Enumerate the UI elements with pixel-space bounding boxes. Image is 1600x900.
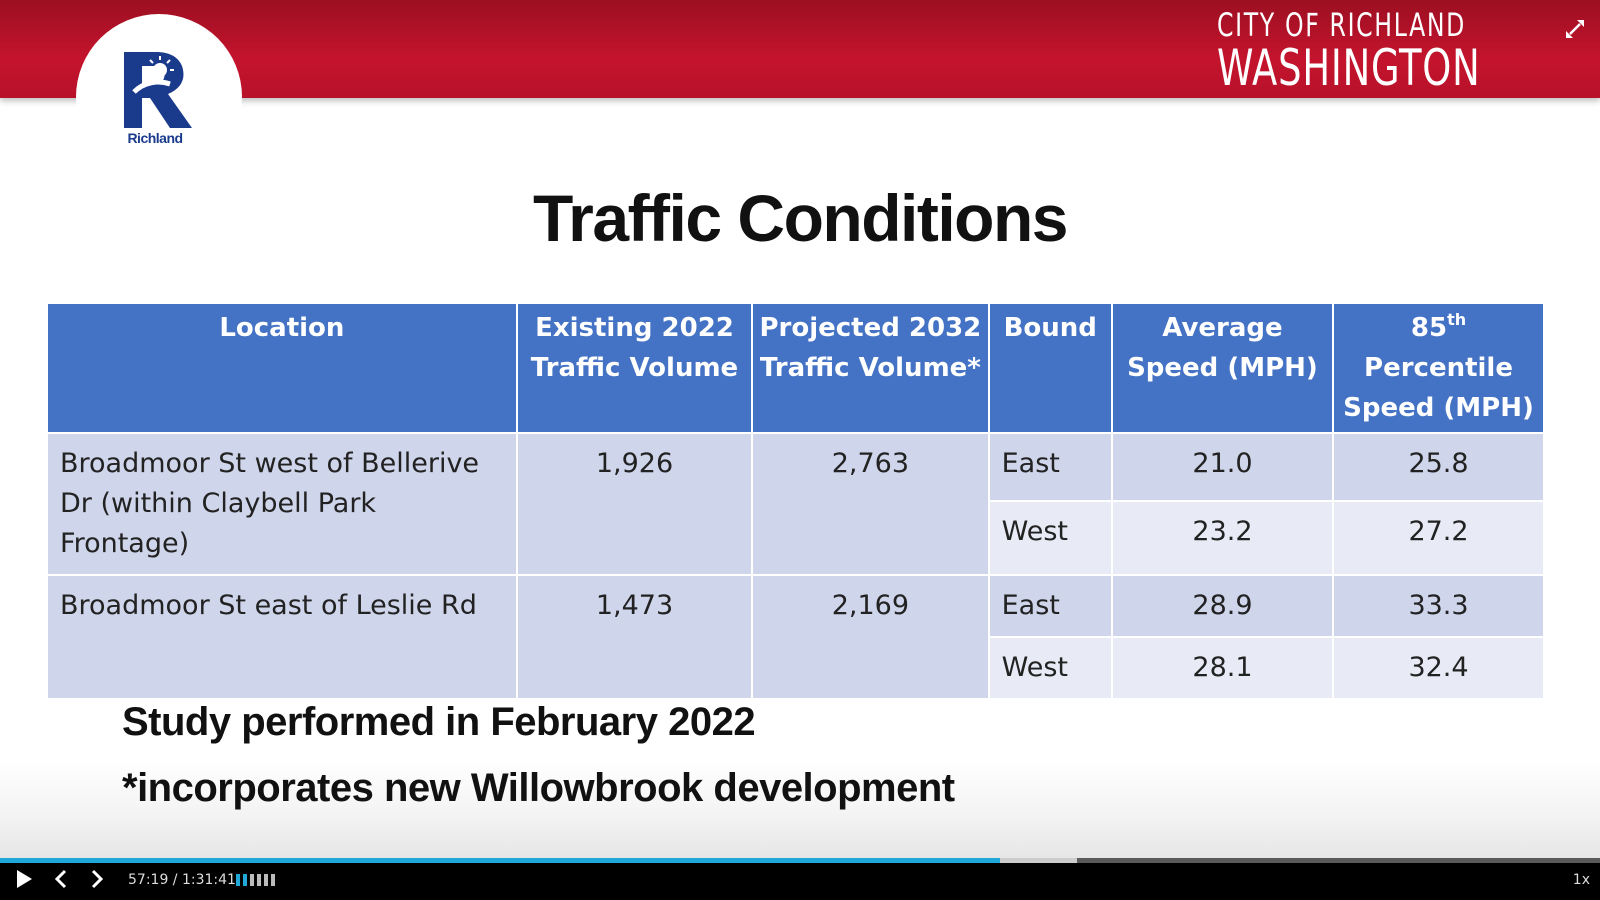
city-name-line2: WASHINGTON bbox=[1216, 39, 1481, 97]
average-speed-cell: 23.2 bbox=[1110, 499, 1335, 577]
p85-speed-cell: 32.4 bbox=[1332, 636, 1545, 700]
average-speed-cell: 21.0 bbox=[1110, 432, 1335, 502]
volume-icon[interactable] bbox=[236, 873, 282, 887]
table-row: West 28.1 32.4 bbox=[47, 636, 1545, 700]
richland-r-logo-icon bbox=[124, 52, 192, 128]
footnote: *incorporates new Willowbrook developmen… bbox=[122, 766, 955, 810]
table-row: Broadmoor St east of Leslie Rd 1,473 2,1… bbox=[46, 574, 1545, 700]
average-speed-cell: 28.1 bbox=[1110, 636, 1335, 700]
city-name: CITY OF RICHLAND WASHINGTON bbox=[1217, 8, 1538, 94]
slide: CITY OF RICHLAND WASHINGTON Richland Tra… bbox=[0, 0, 1600, 858]
bound-cell: East bbox=[987, 574, 1113, 638]
location-cell: Broadmoor St west of Bellerive Dr (withi… bbox=[46, 432, 518, 576]
header-projected-volume: Projected 2032 Traffic Volume* bbox=[751, 302, 990, 434]
location-cell: Broadmoor St east of Leslie Rd bbox=[46, 574, 518, 700]
playback-time: 57:19 / 1:31:41 bbox=[128, 872, 236, 888]
bound-cell: West bbox=[987, 499, 1113, 577]
header-existing-volume: Existing 2022 Traffic Volume bbox=[515, 302, 754, 434]
header-banner: CITY OF RICHLAND WASHINGTON bbox=[0, 0, 1600, 98]
playback-speed-button[interactable]: 1x bbox=[1572, 872, 1590, 888]
previous-icon[interactable] bbox=[52, 868, 70, 890]
existing-volume-cell: 1,473 bbox=[515, 574, 754, 700]
p85-speed-cell: 25.8 bbox=[1332, 432, 1545, 502]
traffic-table: Location Existing 2022 Traffic Volume Pr… bbox=[46, 302, 1545, 700]
progress-bar[interactable] bbox=[0, 858, 1600, 863]
city-name-line1: CITY OF RICHLAND bbox=[1216, 6, 1466, 44]
logo-text: Richland bbox=[127, 130, 183, 146]
study-note: Study performed in February 2022 bbox=[122, 700, 756, 744]
table-row: Broadmoor St west of Bellerive Dr (withi… bbox=[46, 432, 1545, 576]
bound-cell: West bbox=[987, 636, 1113, 700]
slide-title: Traffic Conditions bbox=[533, 181, 1069, 255]
existing-volume-cell: 1,926 bbox=[515, 432, 754, 576]
richland-logo: Richland bbox=[76, 14, 242, 180]
table-row: West 23.2 27.2 bbox=[47, 499, 1545, 577]
progress-played bbox=[0, 858, 1000, 863]
header-85th-label: Percentile Speed (MPH) bbox=[1343, 353, 1534, 423]
bound-cell: East bbox=[987, 432, 1113, 502]
p85-speed-cell: 27.2 bbox=[1332, 499, 1545, 577]
header-location: Location bbox=[46, 302, 518, 434]
table-header-row: Location Existing 2022 Traffic Volume Pr… bbox=[46, 302, 1545, 434]
next-icon[interactable] bbox=[88, 868, 106, 890]
header-85th-number: 85 bbox=[1410, 313, 1448, 343]
average-speed-cell: 28.9 bbox=[1110, 574, 1335, 638]
header-85th-suffix: th bbox=[1447, 310, 1467, 329]
expand-icon[interactable] bbox=[1564, 18, 1586, 40]
play-icon[interactable] bbox=[14, 868, 34, 890]
projected-volume-cell: 2,763 bbox=[751, 432, 990, 576]
header-average-speed: Average Speed (MPH) bbox=[1110, 302, 1335, 434]
header-85th-percentile: 85th Percentile Speed (MPH) bbox=[1332, 302, 1545, 434]
p85-speed-cell: 33.3 bbox=[1332, 574, 1545, 638]
projected-volume-cell: 2,169 bbox=[751, 574, 990, 700]
header-bound: Bound bbox=[987, 302, 1113, 434]
